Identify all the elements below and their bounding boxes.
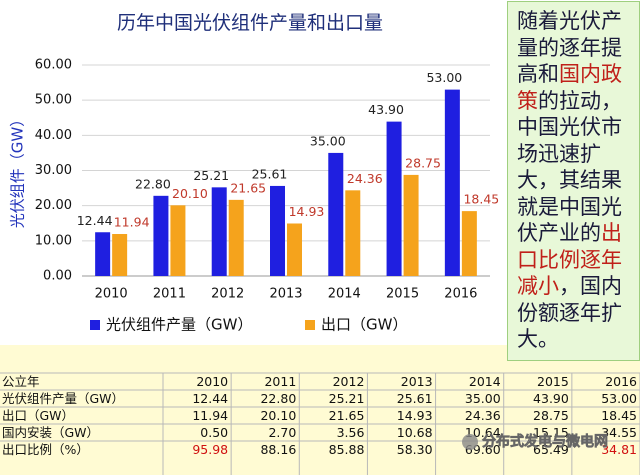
table-cell: 3.56 [337,425,365,440]
bar [112,234,128,276]
row-label: 国内安装（GW） [2,425,99,440]
bar [461,211,477,276]
watermark: 分布式发电与微电网 [482,433,608,450]
value-label: 12.44 [77,213,113,228]
x-tick-label: 2011 [153,287,186,302]
side-note: 随着光伏产量的逐年提高和国内政策的拉动，中国光伏市场迅速扩大，其结果就是中国光伏… [507,1,640,361]
bar [153,195,169,276]
note-text: 随着光伏产量的逐年提高和 [517,9,622,86]
table-cell: 2012 [333,374,365,389]
y-tick-label: 50.00 [35,93,72,108]
bar [211,187,227,276]
table-cell: 21.65 [329,408,365,423]
table-cell: 20.10 [260,408,296,423]
table-cell: 34.81 [601,442,637,457]
value-label: 20.10 [172,186,208,201]
value-label: 35.00 [310,133,346,148]
y-tick-label: 20.00 [35,198,72,213]
table-cell: 2016 [605,374,637,389]
table-cell: 2013 [401,374,433,389]
bar [170,205,186,276]
table-cell: 10.68 [397,425,433,440]
row-label: 出口（GW） [2,408,74,423]
table-background [0,345,640,475]
bar [95,232,111,276]
row-label: 公立年 [2,374,40,389]
legend-swatch [90,320,100,330]
table-cell: 0.50 [200,425,228,440]
bar [228,199,244,276]
x-tick-label: 2016 [444,287,477,302]
bar [444,89,460,276]
value-label: 53.00 [426,70,462,85]
legend-swatch [305,320,315,330]
x-tick-label: 2010 [95,287,128,302]
bar [328,152,344,276]
value-label: 18.45 [463,192,499,207]
x-tick-label: 2013 [269,287,302,302]
table-cell: 25.61 [397,391,433,406]
table-cell: 14.93 [397,408,433,423]
table-cell: 11.94 [192,408,228,423]
row-label: 光伏组件产量（GW） [2,391,124,406]
table-cell: 12.44 [192,391,228,406]
value-label: 11.94 [114,215,150,230]
x-tick-label: 2014 [328,287,361,302]
legend-label: 出口（GW） [321,316,407,334]
x-tick-label: 2015 [386,287,419,302]
value-label: 25.21 [193,168,229,183]
bar [345,190,361,276]
table-cell: 22.80 [260,391,296,406]
value-label: 25.61 [252,166,288,181]
table-cell: 2010 [196,374,228,389]
y-tick-label: 30.00 [35,163,72,178]
table-cell: 2.70 [268,425,296,440]
note-text: 国内政策 [517,62,622,113]
note-text: 出口比例逐年减小 [517,221,622,298]
value-label: 21.65 [230,180,266,195]
note-text: 的拉动，中国光伏市场迅速扩大，其结果就是中国光伏产业的 [517,88,622,246]
value-label: 22.80 [135,176,171,191]
table-cell: 18.45 [601,408,637,423]
bar [270,185,285,276]
y-tick-label: 10.00 [35,233,72,248]
table-cell: 65.49 [533,442,569,457]
watermark-icon [462,434,478,450]
note-text: ，国内份额逐年扩大。 [517,274,622,351]
value-label: 28.75 [405,155,441,170]
y-axis-label: 光伏组件（GW） [9,112,27,228]
bar [287,223,302,276]
value-label: 24.36 [347,171,383,186]
bar [403,174,419,276]
table-cell: 24.36 [465,408,501,423]
table-cell: 15.15 [533,425,569,440]
table-cell: 35.00 [465,391,501,406]
chart-title: 历年中国光伏组件产量和出口量 [117,12,383,34]
table-cell: 2011 [264,374,296,389]
value-label: 14.93 [289,204,325,219]
table-cell: 88.16 [260,442,296,457]
table-cell: 2015 [537,374,569,389]
table-cell: 53.00 [601,391,637,406]
table-cell: 25.21 [329,391,365,406]
y-tick-label: 40.00 [35,128,72,143]
bar [386,121,402,276]
x-tick-label: 2012 [211,287,244,302]
table-cell: 58.30 [397,442,433,457]
value-label: 43.90 [368,102,404,117]
table-cell: 85.88 [329,442,365,457]
table-cell: 34.55 [601,425,637,440]
table-cell: 2014 [469,374,501,389]
table-cell: 28.75 [533,408,569,423]
table-cell: 95.98 [192,442,228,457]
legend-label: 光伏组件产量（GW） [106,316,252,334]
row-label: 出口比例（%） [2,442,89,457]
table-cell: 43.90 [533,391,569,406]
y-tick-label: 0.00 [43,269,72,284]
y-tick-label: 60.00 [35,58,72,73]
